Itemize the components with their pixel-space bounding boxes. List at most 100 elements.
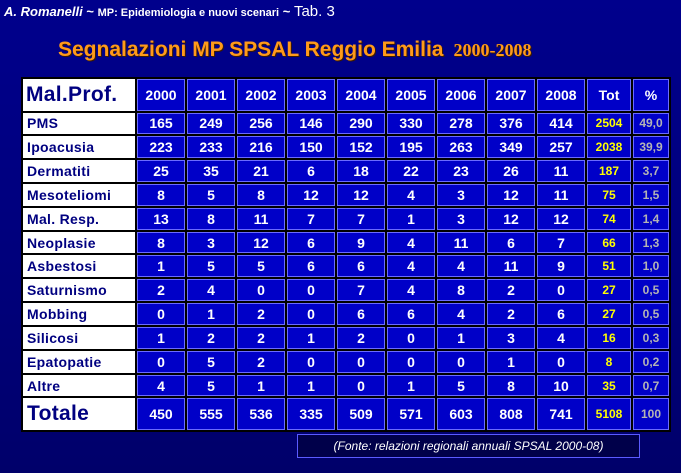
cell-value: 257 [537, 136, 585, 159]
row-label: Mobbing [23, 303, 135, 325]
cell-value: 150 [287, 136, 335, 159]
total-value: 555 [187, 398, 235, 430]
row-percent: 1,3 [633, 231, 669, 254]
row-label: PMS [23, 112, 135, 135]
cell-value: 21 [237, 160, 285, 182]
row-percent: 39,9 [633, 136, 669, 159]
cell-value: 11 [537, 184, 585, 206]
cell-value: 4 [387, 255, 435, 278]
cell-value: 2 [237, 350, 285, 373]
cell-value: 0 [287, 350, 335, 373]
cell-value: 263 [437, 136, 485, 159]
header-separator: ~ [279, 4, 294, 19]
cell-value: 0 [287, 303, 335, 325]
table-row: Altre 4 5 1 1 0 1 5 8 10 35 0,7 [23, 374, 669, 397]
cell-value: 376 [487, 112, 535, 135]
cell-value: 7 [337, 207, 385, 230]
cell-value: 2 [137, 279, 185, 302]
cell-value: 4 [437, 255, 485, 278]
total-value: 571 [387, 398, 435, 430]
cell-value: 1 [387, 207, 435, 230]
cell-value: 4 [187, 279, 235, 302]
row-percent: 1,4 [633, 207, 669, 230]
cell-value: 22 [387, 160, 435, 182]
cell-value: 1 [387, 374, 435, 397]
cell-value: 3 [437, 184, 485, 206]
cell-value: 1 [137, 255, 185, 278]
row-percent: 49,0 [633, 112, 669, 135]
cell-value: 2 [237, 326, 285, 349]
cell-value: 12 [237, 231, 285, 254]
cell-value: 10 [537, 374, 585, 397]
year-header: 2006 [437, 79, 485, 111]
cell-value: 249 [187, 112, 235, 135]
cell-value: 12 [337, 184, 385, 206]
table-row: Epatopatie 0 5 2 0 0 0 0 1 0 8 0,2 [23, 350, 669, 373]
row-label: Neoplasie [23, 231, 135, 254]
cell-value: 6 [287, 255, 335, 278]
row-total: 27 [587, 303, 631, 325]
pct-header: % [633, 79, 669, 111]
cell-value: 195 [387, 136, 435, 159]
author-name: A. Romanelli [4, 4, 83, 19]
cell-value: 25 [137, 160, 185, 182]
cell-value: 2 [487, 279, 535, 302]
cell-value: 26 [487, 160, 535, 182]
row-total: 35 [587, 374, 631, 397]
cell-value: 1 [437, 326, 485, 349]
cell-value: 0 [387, 350, 435, 373]
row-label: Epatopatie [23, 350, 135, 373]
header-separator: ~ [82, 4, 98, 19]
cell-value: 1 [487, 350, 535, 373]
row-total: 27 [587, 279, 631, 302]
cell-value: 0 [137, 350, 185, 373]
cell-value: 6 [337, 303, 385, 325]
year-header: 2007 [487, 79, 535, 111]
table-row: Ipoacusia 223 233 216 150 152 195 263 349 257 2038… [23, 136, 669, 159]
row-percent: 0,2 [633, 350, 669, 373]
cell-value: 5 [437, 374, 485, 397]
total-label: Totale [23, 398, 135, 430]
cell-value: 0 [387, 326, 435, 349]
year-header: 2000 [137, 79, 185, 111]
cell-value: 4 [387, 231, 435, 254]
cell-value: 5 [187, 374, 235, 397]
table-header-row: Mal.Prof. 2000 2001 2002 2003 2004 2005 2006 200… [23, 79, 669, 111]
cell-value: 5 [237, 255, 285, 278]
cell-value: 4 [387, 184, 435, 206]
row-percent: 0,5 [633, 279, 669, 302]
cell-value: 278 [437, 112, 485, 135]
cell-value: 6 [487, 231, 535, 254]
row-total: 187 [587, 160, 631, 182]
header-subtitle: MP: Epidemiologia e nuovi scenari [97, 7, 280, 19]
cell-value: 290 [337, 112, 385, 135]
cell-value: 8 [187, 207, 235, 230]
corner-header: Mal.Prof. [23, 79, 135, 111]
cell-value: 18 [337, 160, 385, 182]
cell-value: 0 [237, 279, 285, 302]
cell-value: 1 [287, 374, 335, 397]
cell-value: 2 [337, 326, 385, 349]
cell-value: 6 [287, 231, 335, 254]
row-label: Ipoacusia [23, 136, 135, 159]
source-note: (Fonte: relazioni regionali annuali SPSA… [297, 434, 640, 458]
cell-value: 1 [187, 303, 235, 325]
cell-value: 349 [487, 136, 535, 159]
cell-value: 0 [537, 279, 585, 302]
cell-value: 2 [187, 326, 235, 349]
tot-header: Tot [587, 79, 631, 111]
row-label: Asbestosi [23, 255, 135, 278]
cell-value: 8 [487, 374, 535, 397]
total-value: 509 [337, 398, 385, 430]
cell-value: 11 [537, 160, 585, 182]
title-years: 2000-2008 [453, 40, 532, 60]
grand-total: 5108 [587, 398, 631, 430]
row-total: 75 [587, 184, 631, 206]
total-value: 603 [437, 398, 485, 430]
row-label: Mal. Resp. [23, 207, 135, 230]
slide-header: A. Romanelli ~ MP: Epidemiologia e nuovi… [4, 3, 335, 20]
cell-value: 7 [287, 207, 335, 230]
row-total: 2038 [587, 136, 631, 159]
cell-value: 233 [187, 136, 235, 159]
year-header: 2004 [337, 79, 385, 111]
